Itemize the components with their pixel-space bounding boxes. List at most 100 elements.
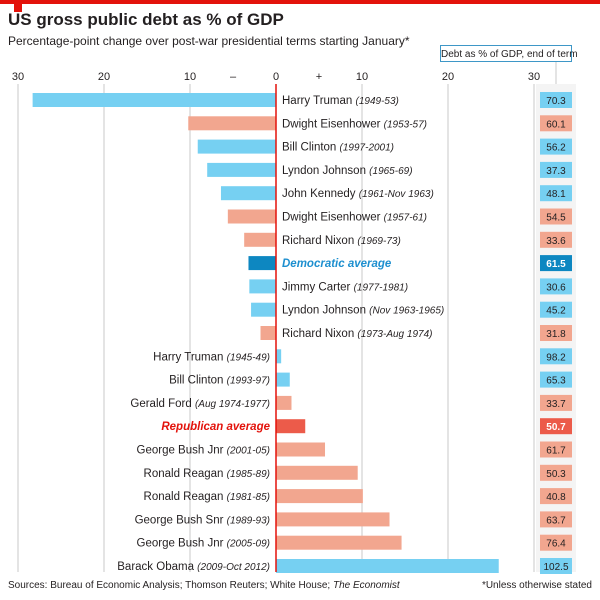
debt-value-box xyxy=(540,534,572,551)
debt-value: 102.5 xyxy=(543,562,568,573)
x-tick-label: 20 xyxy=(98,71,110,83)
bar-label: Harry Truman (1945-49) xyxy=(153,351,270,363)
footnote: *Unless otherwise stated xyxy=(481,580,592,591)
bar xyxy=(276,512,390,527)
x-sign-label: – xyxy=(230,71,237,83)
x-tick-label: 20 xyxy=(442,71,454,83)
debt-value: 33.7 xyxy=(546,399,566,410)
term-years: (1997-2001) xyxy=(340,143,394,154)
debt-value: 30.6 xyxy=(546,282,566,293)
bar-label: Dwight Eisenhower (1953-57) xyxy=(282,118,427,130)
bar xyxy=(244,232,276,247)
debt-value-box xyxy=(540,488,572,505)
bar-label: George Bush Jnr (2001-05) xyxy=(137,445,271,457)
bar-label: George Bush Jnr (2005-09) xyxy=(137,538,271,550)
debt-value-box xyxy=(540,418,572,435)
debt-column-header: Debt as % of GDP, end of term xyxy=(440,45,578,62)
debt-value-box xyxy=(540,394,572,411)
debt-value-box xyxy=(540,255,572,272)
term-years: (1989-93) xyxy=(227,515,270,526)
debt-value: 63.7 xyxy=(546,515,566,526)
top-rule xyxy=(0,0,600,4)
x-tick-label: 0 xyxy=(273,71,279,83)
debt-value: 61.5 xyxy=(546,259,566,270)
x-tick-label: 10 xyxy=(184,71,196,83)
chart-subtitle: Percentage-point change over post-war pr… xyxy=(8,34,410,48)
bar-label: John Kennedy (1961-Nov 1963) xyxy=(282,188,434,200)
president-name: Bill Clinton xyxy=(169,375,227,387)
debt-value-box xyxy=(540,511,572,528)
debt-value: 98.2 xyxy=(546,352,566,363)
bar-label: Dwight Eisenhower (1957-61) xyxy=(282,212,427,224)
term-years: (1977-1981) xyxy=(354,282,408,293)
bar-label: Richard Nixon (1969-73) xyxy=(282,235,401,247)
debt-value: 65.3 xyxy=(546,376,566,387)
bar xyxy=(276,465,358,480)
bar-label: George Bush Snr (1989-93) xyxy=(135,514,270,526)
debt-value-box xyxy=(540,301,572,318)
debt-value: 56.2 xyxy=(546,143,566,154)
president-name: Harry Truman xyxy=(282,95,356,107)
bar-label: Harry Truman (1949-53) xyxy=(282,95,399,107)
bar xyxy=(276,489,363,504)
bar xyxy=(276,419,306,434)
debt-value: 61.7 xyxy=(546,446,566,457)
bar-label: Jimmy Carter (1977-1981) xyxy=(282,281,408,293)
term-years: (1973-Aug 1974) xyxy=(357,329,432,340)
president-name: Richard Nixon xyxy=(282,328,357,340)
president-name: Dwight Eisenhower xyxy=(282,212,384,224)
president-name: Dwight Eisenhower xyxy=(282,118,384,130)
bar xyxy=(249,279,276,294)
bar-label: Barack Obama (2009-Oct 2012) xyxy=(117,561,270,573)
debt-value-box xyxy=(540,441,572,458)
term-years: (1949-53) xyxy=(356,96,399,107)
debt-value: 54.5 xyxy=(546,213,566,224)
debt-value-box xyxy=(540,464,572,481)
term-years: (1957-61) xyxy=(384,213,427,224)
x-tick-label: 30 xyxy=(12,71,24,83)
debt-value-box xyxy=(540,348,572,365)
debt-value-box xyxy=(540,278,572,295)
brand-mark xyxy=(14,4,22,12)
bar xyxy=(276,442,326,457)
bar xyxy=(220,186,276,201)
debt-value-box xyxy=(540,371,572,388)
debt-value-box xyxy=(540,161,572,178)
bar-label: Democratic average xyxy=(282,258,392,270)
bar xyxy=(227,209,276,224)
bar-label: Bill Clinton (1997-2001) xyxy=(282,142,394,154)
debt-value-box xyxy=(540,115,572,132)
term-years: (2009-Oct 2012) xyxy=(197,562,270,573)
president-name: Richard Nixon xyxy=(282,235,357,247)
chart-title: US gross public debt as % of GDP xyxy=(8,10,284,29)
president-name: George Bush Jnr xyxy=(137,538,227,550)
bar-label: Bill Clinton (1993-97) xyxy=(169,375,270,387)
term-years: (1985-89) xyxy=(227,469,270,480)
debt-value-box xyxy=(540,325,572,341)
sources-text: Sources: Bureau of Economic Analysis; Th… xyxy=(8,580,333,591)
debt-value: 31.8 xyxy=(546,329,566,340)
debt-value: 45.2 xyxy=(546,306,566,317)
term-years: (1993-97) xyxy=(227,376,270,387)
bar-label: Ronald Reagan (1985-89) xyxy=(144,468,270,480)
debt-value-box xyxy=(540,558,572,574)
debt-value: 50.7 xyxy=(546,422,566,433)
x-tick-label: 30 xyxy=(528,71,540,83)
bar xyxy=(251,302,276,317)
term-years: (1961-Nov 1963) xyxy=(359,189,434,200)
president-name: Lyndon Johnson xyxy=(282,165,369,177)
bar-label: Lyndon Johnson (1965-69) xyxy=(282,165,413,177)
bar-label: Richard Nixon (1973-Aug 1974) xyxy=(282,328,432,340)
bar xyxy=(276,372,290,387)
term-years: (Aug 1974-1977) xyxy=(195,399,270,410)
president-name: Jimmy Carter xyxy=(282,281,354,293)
term-years: (1945-49) xyxy=(227,352,270,363)
term-years: (1965-69) xyxy=(369,166,412,177)
bar-label: Ronald Reagan (1981-85) xyxy=(144,491,270,503)
sources-note: Sources: Bureau of Economic Analysis; Th… xyxy=(8,580,400,591)
president-name: John Kennedy xyxy=(282,188,359,200)
debt-value: 40.8 xyxy=(546,492,566,503)
debt-value-box xyxy=(540,208,572,225)
president-name: Ronald Reagan xyxy=(144,491,227,503)
president-name: Lyndon Johnson xyxy=(282,305,369,317)
